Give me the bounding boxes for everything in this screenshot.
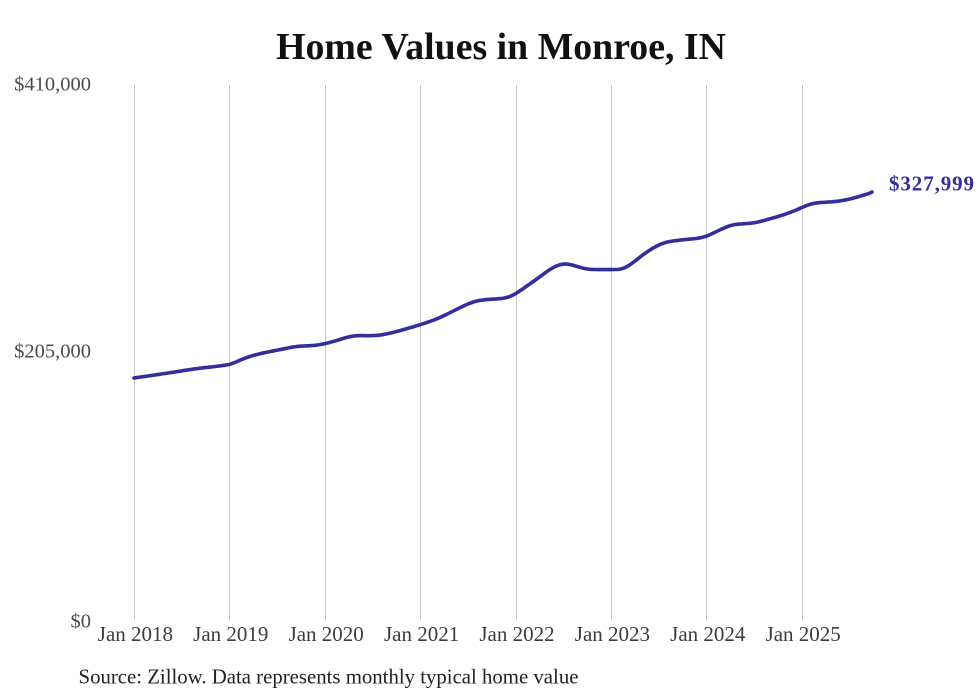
svg-text:Jan 2022: Jan 2022 <box>479 622 554 646</box>
svg-text:Jan 2019: Jan 2019 <box>193 622 268 646</box>
svg-text:Jan 2025: Jan 2025 <box>766 622 841 646</box>
svg-text:Jan 2024: Jan 2024 <box>670 622 746 646</box>
svg-text:$410,000: $410,000 <box>14 74 91 96</box>
svg-text:Jan 2018: Jan 2018 <box>98 622 173 646</box>
svg-text:Jan 2023: Jan 2023 <box>575 622 650 646</box>
svg-text:$327,999: $327,999 <box>889 172 975 196</box>
svg-text:Jan 2020: Jan 2020 <box>289 622 364 646</box>
svg-text:$205,000: $205,000 <box>14 341 91 363</box>
svg-text:Source: Zillow. Data represent: Source: Zillow. Data represents monthly … <box>79 666 579 689</box>
svg-text:$0: $0 <box>71 611 92 633</box>
svg-text:Home Values in Monroe, IN: Home Values in Monroe, IN <box>276 26 726 68</box>
svg-text:Jan 2021: Jan 2021 <box>384 622 459 646</box>
